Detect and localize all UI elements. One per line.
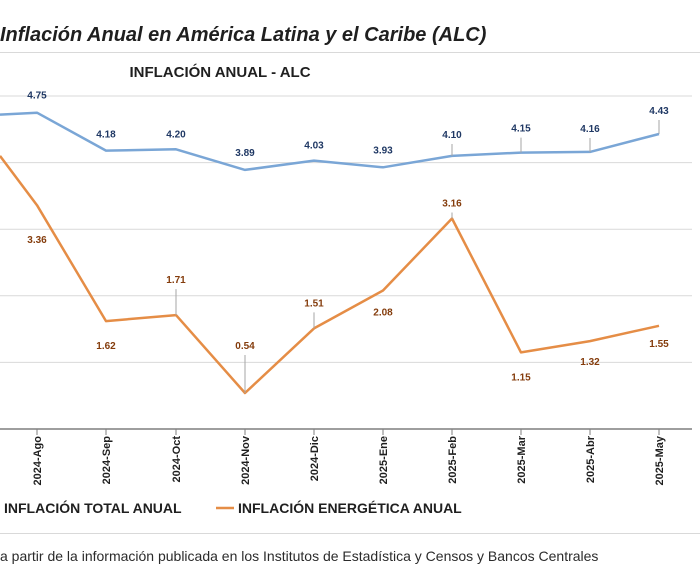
data-label: 3.89 [235, 148, 255, 159]
x-tick-label: 2025-Feb [447, 436, 459, 484]
bottom-divider [0, 533, 700, 534]
data-label: 1.55 [649, 339, 669, 350]
data-label: 0.54 [235, 341, 255, 352]
x-tick-label: 2024-Sep [101, 436, 113, 485]
data-label: 4.20 [166, 129, 186, 140]
x-tick-label: 2025-Ene [378, 436, 390, 484]
data-label: 1.32 [580, 357, 600, 368]
data-labels: 4.75 4.18 4.20 3.89 4.03 3.93 4.10 4.15 4.16 4.43… [27, 91, 669, 384]
legend-label: INFLACIÓN TOTAL ANUAL [4, 499, 182, 516]
data-label: 4.43 [649, 106, 669, 117]
series-line [0, 111, 660, 172]
source-note: a partir de la información publicada en … [0, 548, 599, 564]
x-tick-labels: 2024-Ago 2024-Sep 2024-Oct 2024-Nov 2024-Dic… [32, 429, 666, 486]
x-tick-label: 2024-Ago [32, 436, 44, 486]
data-label: 4.03 [304, 141, 324, 152]
data-label: 1.71 [166, 275, 186, 286]
page-title: Inflación Anual en América Latina y el C… [0, 24, 487, 46]
data-label: 4.18 [96, 130, 116, 141]
x-tick-label: 2024-Nov [240, 435, 252, 485]
x-tick-label: 2024-Dic [309, 436, 321, 481]
chart-title: INFLACIÓN ANUAL - ALC [129, 63, 310, 81]
legend-label: INFLACIÓN ENERGÉTICA ANUAL [238, 499, 462, 516]
data-label: 3.16 [442, 199, 462, 210]
data-label: 3.93 [373, 145, 393, 156]
inflation-line-chart: 4.75 4.18 4.20 3.89 4.03 3.93 4.10 4.15 4.16 4.43… [0, 63, 692, 516]
data-label: 4.75 [27, 91, 47, 102]
data-label: 4.15 [511, 124, 531, 135]
x-tick-label: 2025-Abr [585, 435, 597, 483]
x-tick-label: 2025-Mar [516, 435, 528, 483]
top-divider [0, 52, 700, 53]
data-label: 2.08 [373, 307, 393, 318]
x-tick-label: 2024-Oct [171, 436, 183, 483]
legend: INFLACIÓN TOTAL ANUAL INFLACIÓN ENERGÉTIC… [4, 499, 462, 516]
data-label: 4.10 [442, 130, 462, 141]
series-line [0, 155, 660, 395]
data-label: 1.15 [511, 372, 531, 383]
data-label: 3.36 [27, 235, 47, 246]
data-label: 4.16 [580, 124, 600, 135]
x-tick-label: 2025-May [654, 435, 666, 485]
label-leaders [175, 119, 660, 394]
data-label: 1.51 [304, 298, 324, 309]
data-label: 1.62 [96, 341, 116, 352]
